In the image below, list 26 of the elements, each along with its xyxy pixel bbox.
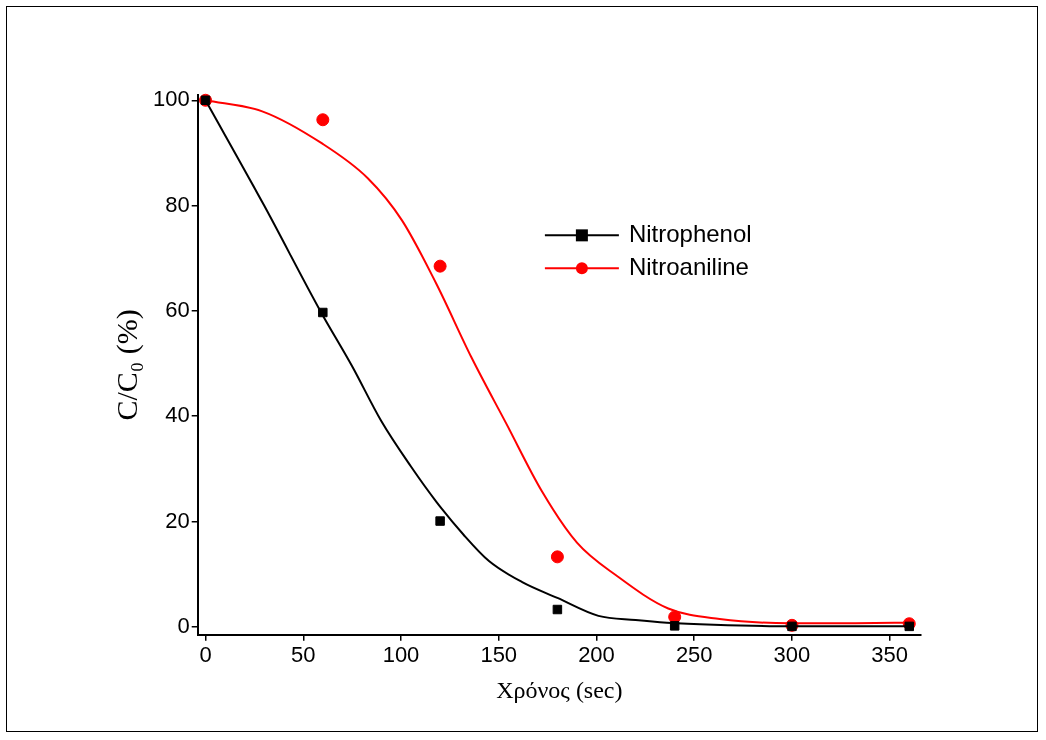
y-tick-label: 100 (152, 86, 190, 112)
y-tick-label: 20 (165, 507, 190, 533)
x-tick-label: 100 (382, 642, 420, 668)
y-tick-label: 0 (177, 612, 190, 638)
y-tick-label: 80 (165, 191, 190, 217)
point (669, 621, 680, 631)
x-tick-label: 350 (871, 642, 909, 668)
y-tick-label: 40 (165, 402, 190, 428)
x-tick-label: 300 (773, 642, 811, 668)
point (435, 516, 445, 526)
x-tick-label: 150 (480, 642, 518, 668)
x-tick-label: 0 (199, 642, 212, 668)
point (316, 113, 330, 127)
y-axis-title: C/C₀ (%) (109, 309, 144, 421)
x-tick-label: 250 (675, 642, 713, 668)
x-tick-label: 200 (578, 642, 615, 668)
x-tick-label: 50 (291, 642, 316, 668)
y-tick-label: 60 (165, 296, 190, 322)
x-axis-title: Χρόνος (sec) (496, 676, 623, 703)
point (552, 604, 563, 615)
legend-label: Nitroaniline (628, 252, 749, 280)
point (318, 307, 328, 318)
point (904, 621, 915, 632)
legend-label: Nitrophenol (628, 219, 752, 247)
point (433, 259, 447, 273)
point (550, 550, 564, 564)
